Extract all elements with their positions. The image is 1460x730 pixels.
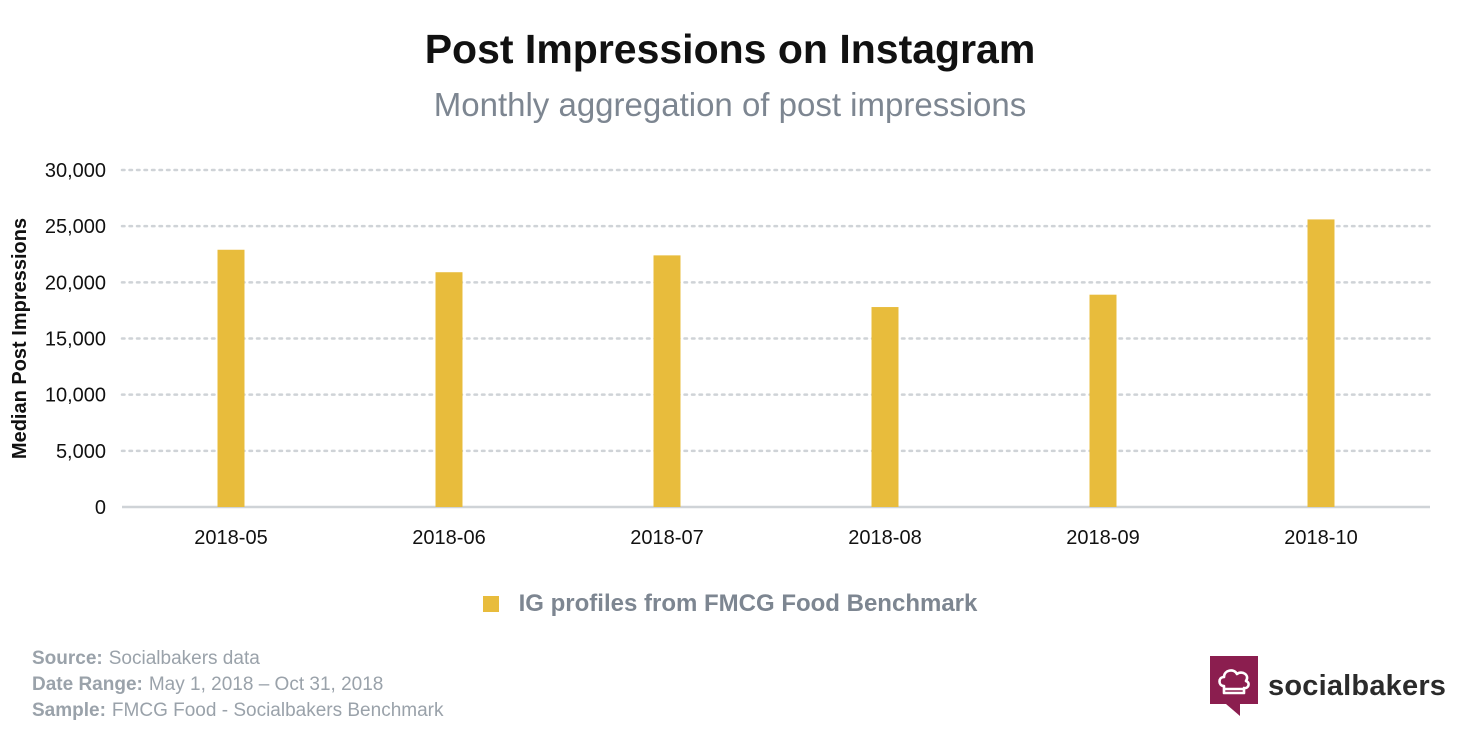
y-tick-label: 10,000 bbox=[45, 385, 106, 407]
bar bbox=[217, 249, 245, 508]
bar bbox=[435, 272, 463, 507]
footer-sample: Sample: FMCG Food - Socialbakers Benchmar… bbox=[32, 698, 443, 724]
socialbakers-logo: socialbakers bbox=[1210, 656, 1446, 716]
y-tick-label: 0 bbox=[95, 497, 106, 519]
bar-chart: 0 5,000 10,000 15,000 20,000 25,000 30,000 Medi… bbox=[9, 160, 1432, 549]
legend-label: IG profiles from FMCG Food Benchmark bbox=[518, 590, 978, 617]
x-tick-label: 2018-05 bbox=[194, 527, 267, 549]
footer-source-key: Source: bbox=[32, 648, 103, 669]
footer-date-range: Date Range: May 1, 2018 – Oct 31, 2018 bbox=[32, 672, 443, 698]
footer-notes: Source: Socialbakers data Date Range: May … bbox=[32, 646, 443, 724]
y-tick-label: 20,000 bbox=[45, 272, 106, 294]
footer-range-key: Date Range: bbox=[32, 674, 143, 695]
footer-sample-value: FMCG Food - Socialbakers Benchmark bbox=[111, 700, 444, 721]
footer-range-value: May 1, 2018 – Oct 31, 2018 bbox=[148, 674, 384, 695]
x-tick-label: 2018-08 bbox=[848, 527, 921, 549]
footer-source-value: Socialbakers data bbox=[108, 648, 260, 669]
chart-title: Post Impressions on Instagram bbox=[424, 26, 1036, 72]
bar bbox=[871, 307, 899, 507]
chef-hat-icon bbox=[1210, 656, 1258, 716]
legend-swatch bbox=[482, 596, 499, 612]
x-tick-label: 2018-06 bbox=[412, 527, 485, 549]
x-tick-label: 2018-09 bbox=[1066, 527, 1139, 549]
bar bbox=[653, 255, 681, 507]
bar bbox=[1089, 294, 1117, 507]
y-tick-label: 30,000 bbox=[45, 160, 106, 182]
y-axis-label: Median Post Impressions bbox=[9, 218, 31, 459]
logo-text: socialbakers bbox=[1268, 669, 1447, 702]
y-tick-label: 15,000 bbox=[45, 329, 106, 351]
footer-sample-key: Sample: bbox=[32, 700, 106, 721]
y-tick-label: 5,000 bbox=[56, 441, 106, 463]
x-tick-label: 2018-07 bbox=[630, 527, 703, 549]
legend: IG profiles from FMCG Food Benchmark bbox=[0, 590, 1460, 618]
footer-source: Source: Socialbakers data bbox=[32, 646, 443, 672]
chart-subtitle: Monthly aggregation of post impressions bbox=[433, 86, 1027, 123]
x-tick-label: 2018-10 bbox=[1284, 527, 1357, 549]
y-tick-label: 25,000 bbox=[45, 216, 106, 238]
bar bbox=[1307, 219, 1335, 507]
